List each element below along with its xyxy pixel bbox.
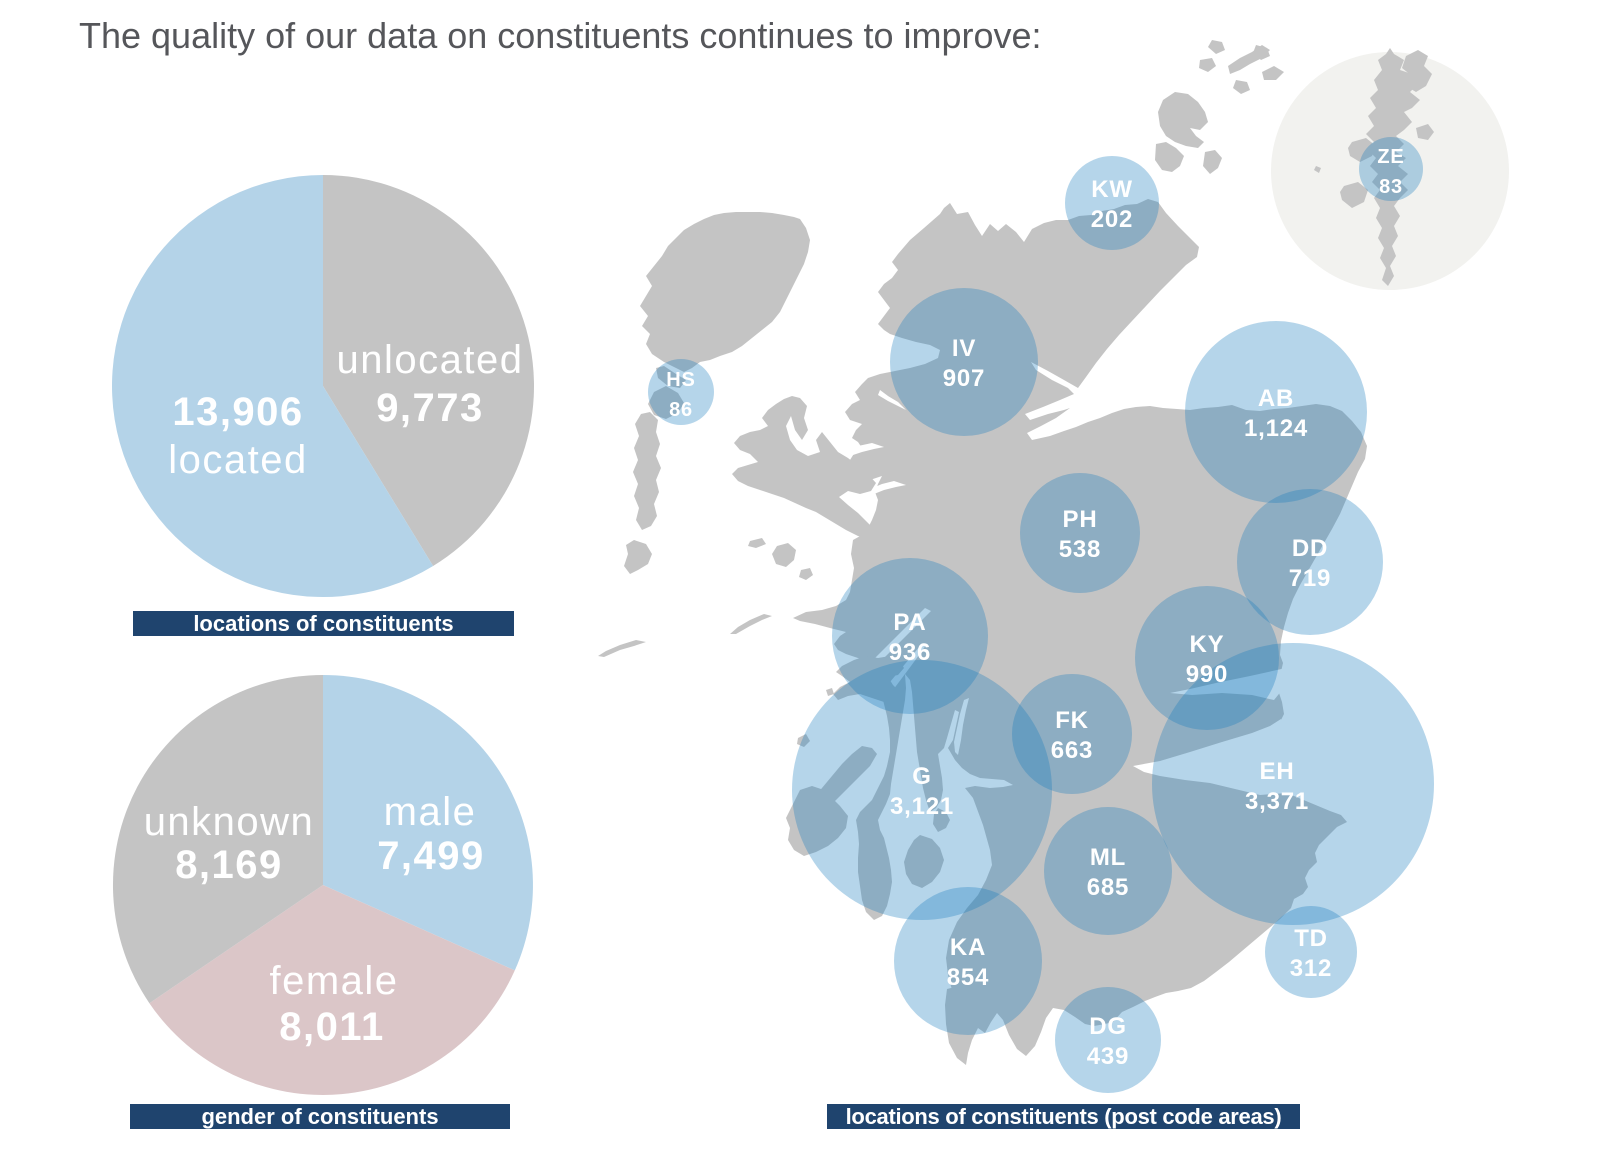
svg-text:86: 86 bbox=[669, 399, 693, 421]
svg-text:719: 719 bbox=[1289, 565, 1331, 592]
svg-text:538: 538 bbox=[1059, 536, 1101, 563]
svg-text:8,169: 8,169 bbox=[175, 843, 283, 887]
svg-text:ZE: ZE bbox=[1377, 146, 1404, 168]
svg-text:990: 990 bbox=[1186, 661, 1228, 688]
svg-text:1,124: 1,124 bbox=[1244, 415, 1308, 442]
svg-text:KA: KA bbox=[950, 934, 986, 961]
svg-text:ML: ML bbox=[1090, 844, 1126, 871]
svg-text:FK: FK bbox=[1055, 707, 1089, 734]
svg-text:PA: PA bbox=[893, 609, 926, 636]
svg-text:DG: DG bbox=[1089, 1013, 1127, 1040]
svg-text:unlocated: unlocated bbox=[337, 338, 524, 382]
svg-text:male: male bbox=[384, 790, 477, 834]
svg-text:854: 854 bbox=[947, 964, 989, 991]
svg-text:G: G bbox=[912, 763, 931, 790]
svg-text:located: located bbox=[168, 438, 307, 482]
svg-text:unknown: unknown bbox=[144, 800, 315, 844]
svg-text:IV: IV bbox=[952, 335, 976, 362]
svg-text:936: 936 bbox=[889, 639, 931, 666]
svg-text:KW: KW bbox=[1091, 176, 1133, 203]
svg-text:AB: AB bbox=[1258, 385, 1294, 412]
svg-text:685: 685 bbox=[1087, 874, 1129, 901]
svg-text:TD: TD bbox=[1294, 925, 1328, 952]
svg-text:KY: KY bbox=[1190, 631, 1225, 658]
svg-text:8,011: 8,011 bbox=[279, 1005, 384, 1049]
svg-text:9,773: 9,773 bbox=[376, 386, 484, 430]
svg-text:DD: DD bbox=[1292, 535, 1328, 562]
svg-text:312: 312 bbox=[1290, 955, 1332, 982]
svg-text:7,499: 7,499 bbox=[377, 834, 485, 878]
svg-text:202: 202 bbox=[1091, 206, 1133, 233]
svg-text:907: 907 bbox=[943, 365, 985, 392]
svg-text:3,121: 3,121 bbox=[890, 793, 954, 820]
svg-text:3,371: 3,371 bbox=[1245, 788, 1309, 815]
svg-text:EH: EH bbox=[1260, 758, 1295, 785]
svg-text:female: female bbox=[269, 959, 398, 1003]
svg-text:PH: PH bbox=[1063, 506, 1098, 533]
svg-text:663: 663 bbox=[1051, 737, 1093, 764]
svg-text:13,906: 13,906 bbox=[172, 390, 303, 434]
svg-text:439: 439 bbox=[1087, 1043, 1129, 1070]
svg-text:83: 83 bbox=[1379, 176, 1403, 198]
svg-text:HS: HS bbox=[666, 369, 695, 391]
